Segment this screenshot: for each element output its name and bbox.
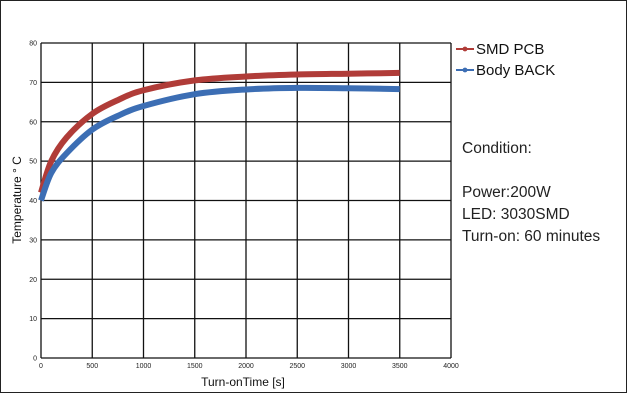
grid [40,42,452,359]
x-tick-label: 0 [39,363,43,370]
condition-heading: Condition: [462,140,532,157]
y-tick-label: 60 [29,119,37,126]
x-tick-label: 1000 [136,363,152,370]
y-tick-label: 10 [29,316,37,323]
x-tick-label: 3000 [341,363,357,370]
power-note: Power:200W [462,184,551,201]
legend-marker [462,46,468,52]
y-axis-label: Temperature ° C [10,156,24,244]
x-tick-label: 3500 [392,363,408,370]
y-tick-label: 20 [29,277,37,284]
x-tick-label: 2500 [289,363,305,370]
x-tick-label: 500 [86,363,98,370]
x-axis-label: Turn-onTime [s] [201,375,285,389]
series-line-body-back [38,84,400,202]
x-tick-label: 1500 [187,363,203,370]
y-tick-labels: 0 10 20 30 40 50 60 70 80 [29,41,37,363]
legend-label: SMD PCB [476,41,544,58]
turn-on-note: Turn-on: 60 minutes [462,228,601,245]
y-tick-label: 50 [29,159,37,166]
y-tick-label: 80 [29,41,37,48]
y-tick-label: 40 [29,198,37,205]
legend-label: Body BACK [476,62,555,79]
y-tick-label: 30 [29,237,37,244]
y-tick-label: 0 [33,356,37,363]
y-tick-label: 70 [29,80,37,87]
legend-marker [462,67,468,73]
x-tick-labels: 0 500 1000 1500 2000 2500 3000 3500 4000 [39,363,459,370]
x-tick-label: 2000 [238,363,254,370]
legend: SMD PCB Body BACK [456,41,555,79]
led-note: LED: 3030SMD [462,206,570,223]
condition-notes: Condition: Power:200W LED: 3030SMD Turn-… [462,138,600,248]
series-lines [38,69,400,202]
x-tick-label: 4000 [443,363,459,370]
series-line-smd-pcb [38,69,400,194]
